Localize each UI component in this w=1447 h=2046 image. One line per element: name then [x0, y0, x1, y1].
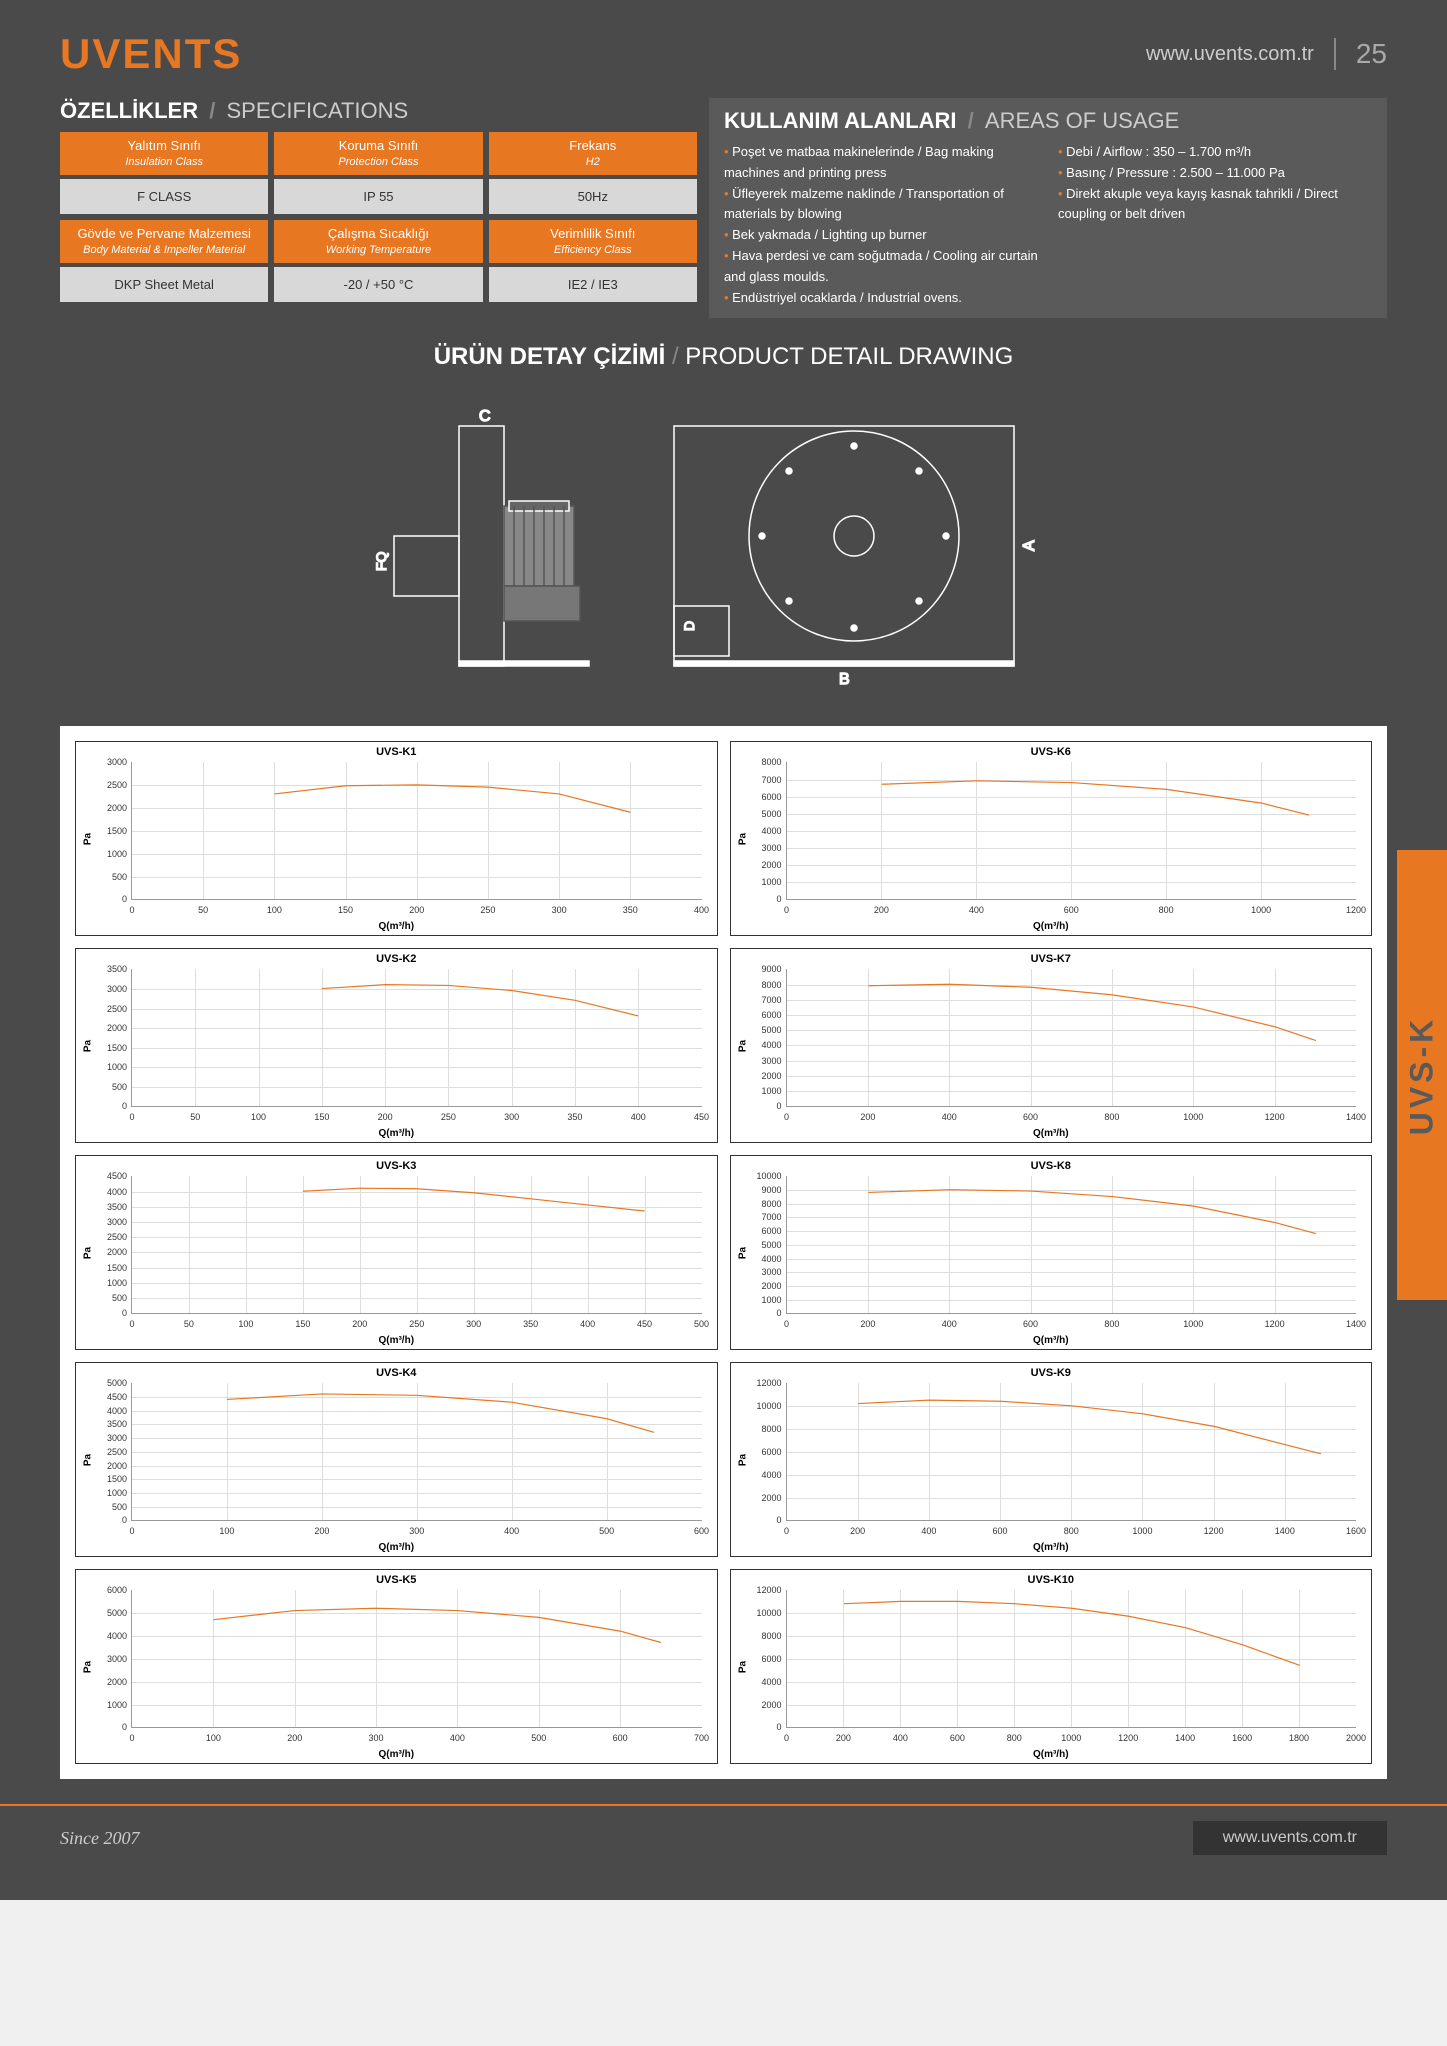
usage-item: • Üfleyerek malzeme naklinde / Transport… — [724, 184, 1038, 226]
spec-value: DKP Sheet Metal — [60, 267, 268, 302]
usage-column-2: • Debi / Airflow : 350 – 1.700 m³/h• Bas… — [1058, 142, 1372, 308]
usage-item: • Basınç / Pressure : 2.500 – 11.000 Pa — [1058, 163, 1372, 184]
spec-column: Yalıtım SınıfıInsulation Class F CLASS — [60, 132, 268, 214]
usage-item: • Bek yakmada / Lighting up burner — [724, 225, 1038, 246]
chart-title: UVS-K3 — [76, 1160, 717, 1172]
drawing-title: ÜRÜN DETAY ÇİZİMİ / PRODUCT DETAIL DRAWI… — [0, 343, 1447, 371]
chart-uvs-k10: UVS-K10PaQ(m³/h)020004000600080001000012… — [730, 1569, 1373, 1764]
spec-value: IP 55 — [274, 179, 482, 214]
chart-title: UVS-K7 — [731, 953, 1372, 965]
spec-header: Yalıtım SınıfıInsulation Class — [60, 132, 268, 175]
chart-xlabel: Q(m³/h) — [378, 921, 414, 932]
header-url: www.uvents.com.tr — [1146, 43, 1314, 66]
chart-uvs-k7: UVS-K7PaQ(m³/h)0100020003000400050006000… — [730, 948, 1373, 1143]
spec-value: 50Hz — [489, 179, 697, 214]
product-drawing: C FQ — [60, 386, 1387, 706]
spec-column: Verimlilik SınıfıEfficiency Class IE2 / … — [489, 220, 697, 302]
brand-logo: UVENTS — [60, 30, 242, 78]
footer-url: www.uvents.com.tr — [1193, 1821, 1387, 1855]
usage-title: KULLANIM ALANLARI / AREAS OF USAGE — [724, 108, 1372, 134]
chart-title: UVS-K1 — [76, 746, 717, 758]
chart-xlabel: Q(m³/h) — [378, 1128, 414, 1139]
spec-value: IE2 / IE3 — [489, 267, 697, 302]
spec-header: Çalışma SıcaklığıWorking Temperature — [274, 220, 482, 263]
chart-plot: 0200040006000800010000120000200400600800… — [786, 1383, 1357, 1521]
drawing-label-fq: FQ — [373, 552, 389, 572]
chart-plot: 0100020003000400050006000700080000200400… — [786, 762, 1357, 900]
page-header: UVENTS www.uvents.com.tr 25 — [0, 0, 1447, 98]
usage-item: • Endüstriyel ocaklarda / Industrial ove… — [724, 288, 1038, 309]
chart-xlabel: Q(m³/h) — [378, 1749, 414, 1760]
spec-column: Koruma SınıfıProtection Class IP 55 — [274, 132, 482, 214]
chart-title: UVS-K10 — [731, 1574, 1372, 1586]
chart-xlabel: Q(m³/h) — [378, 1335, 414, 1346]
chart-uvs-k6: UVS-K6PaQ(m³/h)0100020003000400050006000… — [730, 741, 1373, 936]
chart-uvs-k4: UVS-K4PaQ(m³/h)0500100015002000250030003… — [75, 1362, 718, 1557]
page-number: 25 — [1334, 38, 1387, 70]
specs-title: ÖZELLİKLER / SPECIFICATIONS — [60, 98, 697, 124]
chart-uvs-k8: UVS-K8PaQ(m³/h)0100020003000400050006000… — [730, 1155, 1373, 1350]
chart-title: UVS-K8 — [731, 1160, 1372, 1172]
chart-xlabel: Q(m³/h) — [1033, 921, 1069, 932]
chart-uvs-k3: UVS-K3PaQ(m³/h)0500100015002000250030003… — [75, 1155, 718, 1350]
chart-plot: 0200040006000800010000120000200400600800… — [786, 1590, 1357, 1728]
usage-item: • Debi / Airflow : 350 – 1.700 m³/h — [1058, 142, 1372, 163]
chart-title: UVS-K5 — [76, 1574, 717, 1586]
chart-plot: 0100020003000400050006000700080009000100… — [786, 1176, 1357, 1314]
drawing-label-c: C — [479, 408, 491, 425]
chart-plot: 0500100015002000250030003500050100150200… — [131, 969, 702, 1107]
chart-xlabel: Q(m³/h) — [1033, 1749, 1069, 1760]
spec-column: Gövde ve Pervane MalzemesiBody Material … — [60, 220, 268, 302]
chart-title: UVS-K4 — [76, 1367, 717, 1379]
chart-xlabel: Q(m³/h) — [1033, 1542, 1069, 1553]
chart-xlabel: Q(m³/h) — [1033, 1335, 1069, 1346]
usage-item: • Direkt akuple veya kayış kasnak tahrik… — [1058, 184, 1372, 226]
usage-item: • Hava perdesi ve cam soğutmada / Coolin… — [724, 246, 1038, 288]
chart-uvs-k5: UVS-K5PaQ(m³/h)0100020003000400050006000… — [75, 1569, 718, 1764]
chart-uvs-k9: UVS-K9PaQ(m³/h)0200040006000800010000120… — [730, 1362, 1373, 1557]
spec-header: Koruma SınıfıProtection Class — [274, 132, 482, 175]
charts-grid: UVS-K1PaQ(m³/h)0500100015002000250030000… — [60, 726, 1387, 1779]
chart-plot: 0500100015002000250030003500400045005000… — [131, 1383, 702, 1521]
spec-header: Gövde ve Pervane MalzemesiBody Material … — [60, 220, 268, 263]
chart-plot: 0100020003000400050006000010020030040050… — [131, 1590, 702, 1728]
chart-title: UVS-K9 — [731, 1367, 1372, 1379]
chart-uvs-k1: UVS-K1PaQ(m³/h)0500100015002000250030000… — [75, 741, 718, 936]
chart-plot: 0500100015002000250030000501001502002503… — [131, 762, 702, 900]
drawing-label-a: A — [1021, 540, 1038, 551]
chart-xlabel: Q(m³/h) — [378, 1542, 414, 1553]
spec-header: FrekansH2 — [489, 132, 697, 175]
spec-value: -20 / +50 °C — [274, 267, 482, 302]
spec-column: FrekansH2 50Hz — [489, 132, 697, 214]
spec-value: F CLASS — [60, 179, 268, 214]
chart-plot: 0500100015002000250030003500400045000501… — [131, 1176, 702, 1314]
chart-plot: 0100020003000400050006000700080009000020… — [786, 969, 1357, 1107]
usage-column-1: • Poşet ve matbaa makinelerinde / Bag ma… — [724, 142, 1038, 308]
spec-header: Verimlilik SınıfıEfficiency Class — [489, 220, 697, 263]
drawing-label-b: B — [839, 671, 850, 686]
usage-item: • Poşet ve matbaa makinelerinde / Bag ma… — [724, 142, 1038, 184]
spec-column: Çalışma SıcaklığıWorking Temperature -20… — [274, 220, 482, 302]
side-tab: UVS-K — [1397, 850, 1447, 1300]
chart-title: UVS-K2 — [76, 953, 717, 965]
chart-title: UVS-K6 — [731, 746, 1372, 758]
page-footer: Since 2007 www.uvents.com.tr — [0, 1804, 1447, 1870]
chart-xlabel: Q(m³/h) — [1033, 1128, 1069, 1139]
since-text: Since 2007 — [60, 1828, 139, 1849]
chart-uvs-k2: UVS-K2PaQ(m³/h)0500100015002000250030003… — [75, 948, 718, 1143]
drawing-label-d: D — [681, 621, 697, 631]
